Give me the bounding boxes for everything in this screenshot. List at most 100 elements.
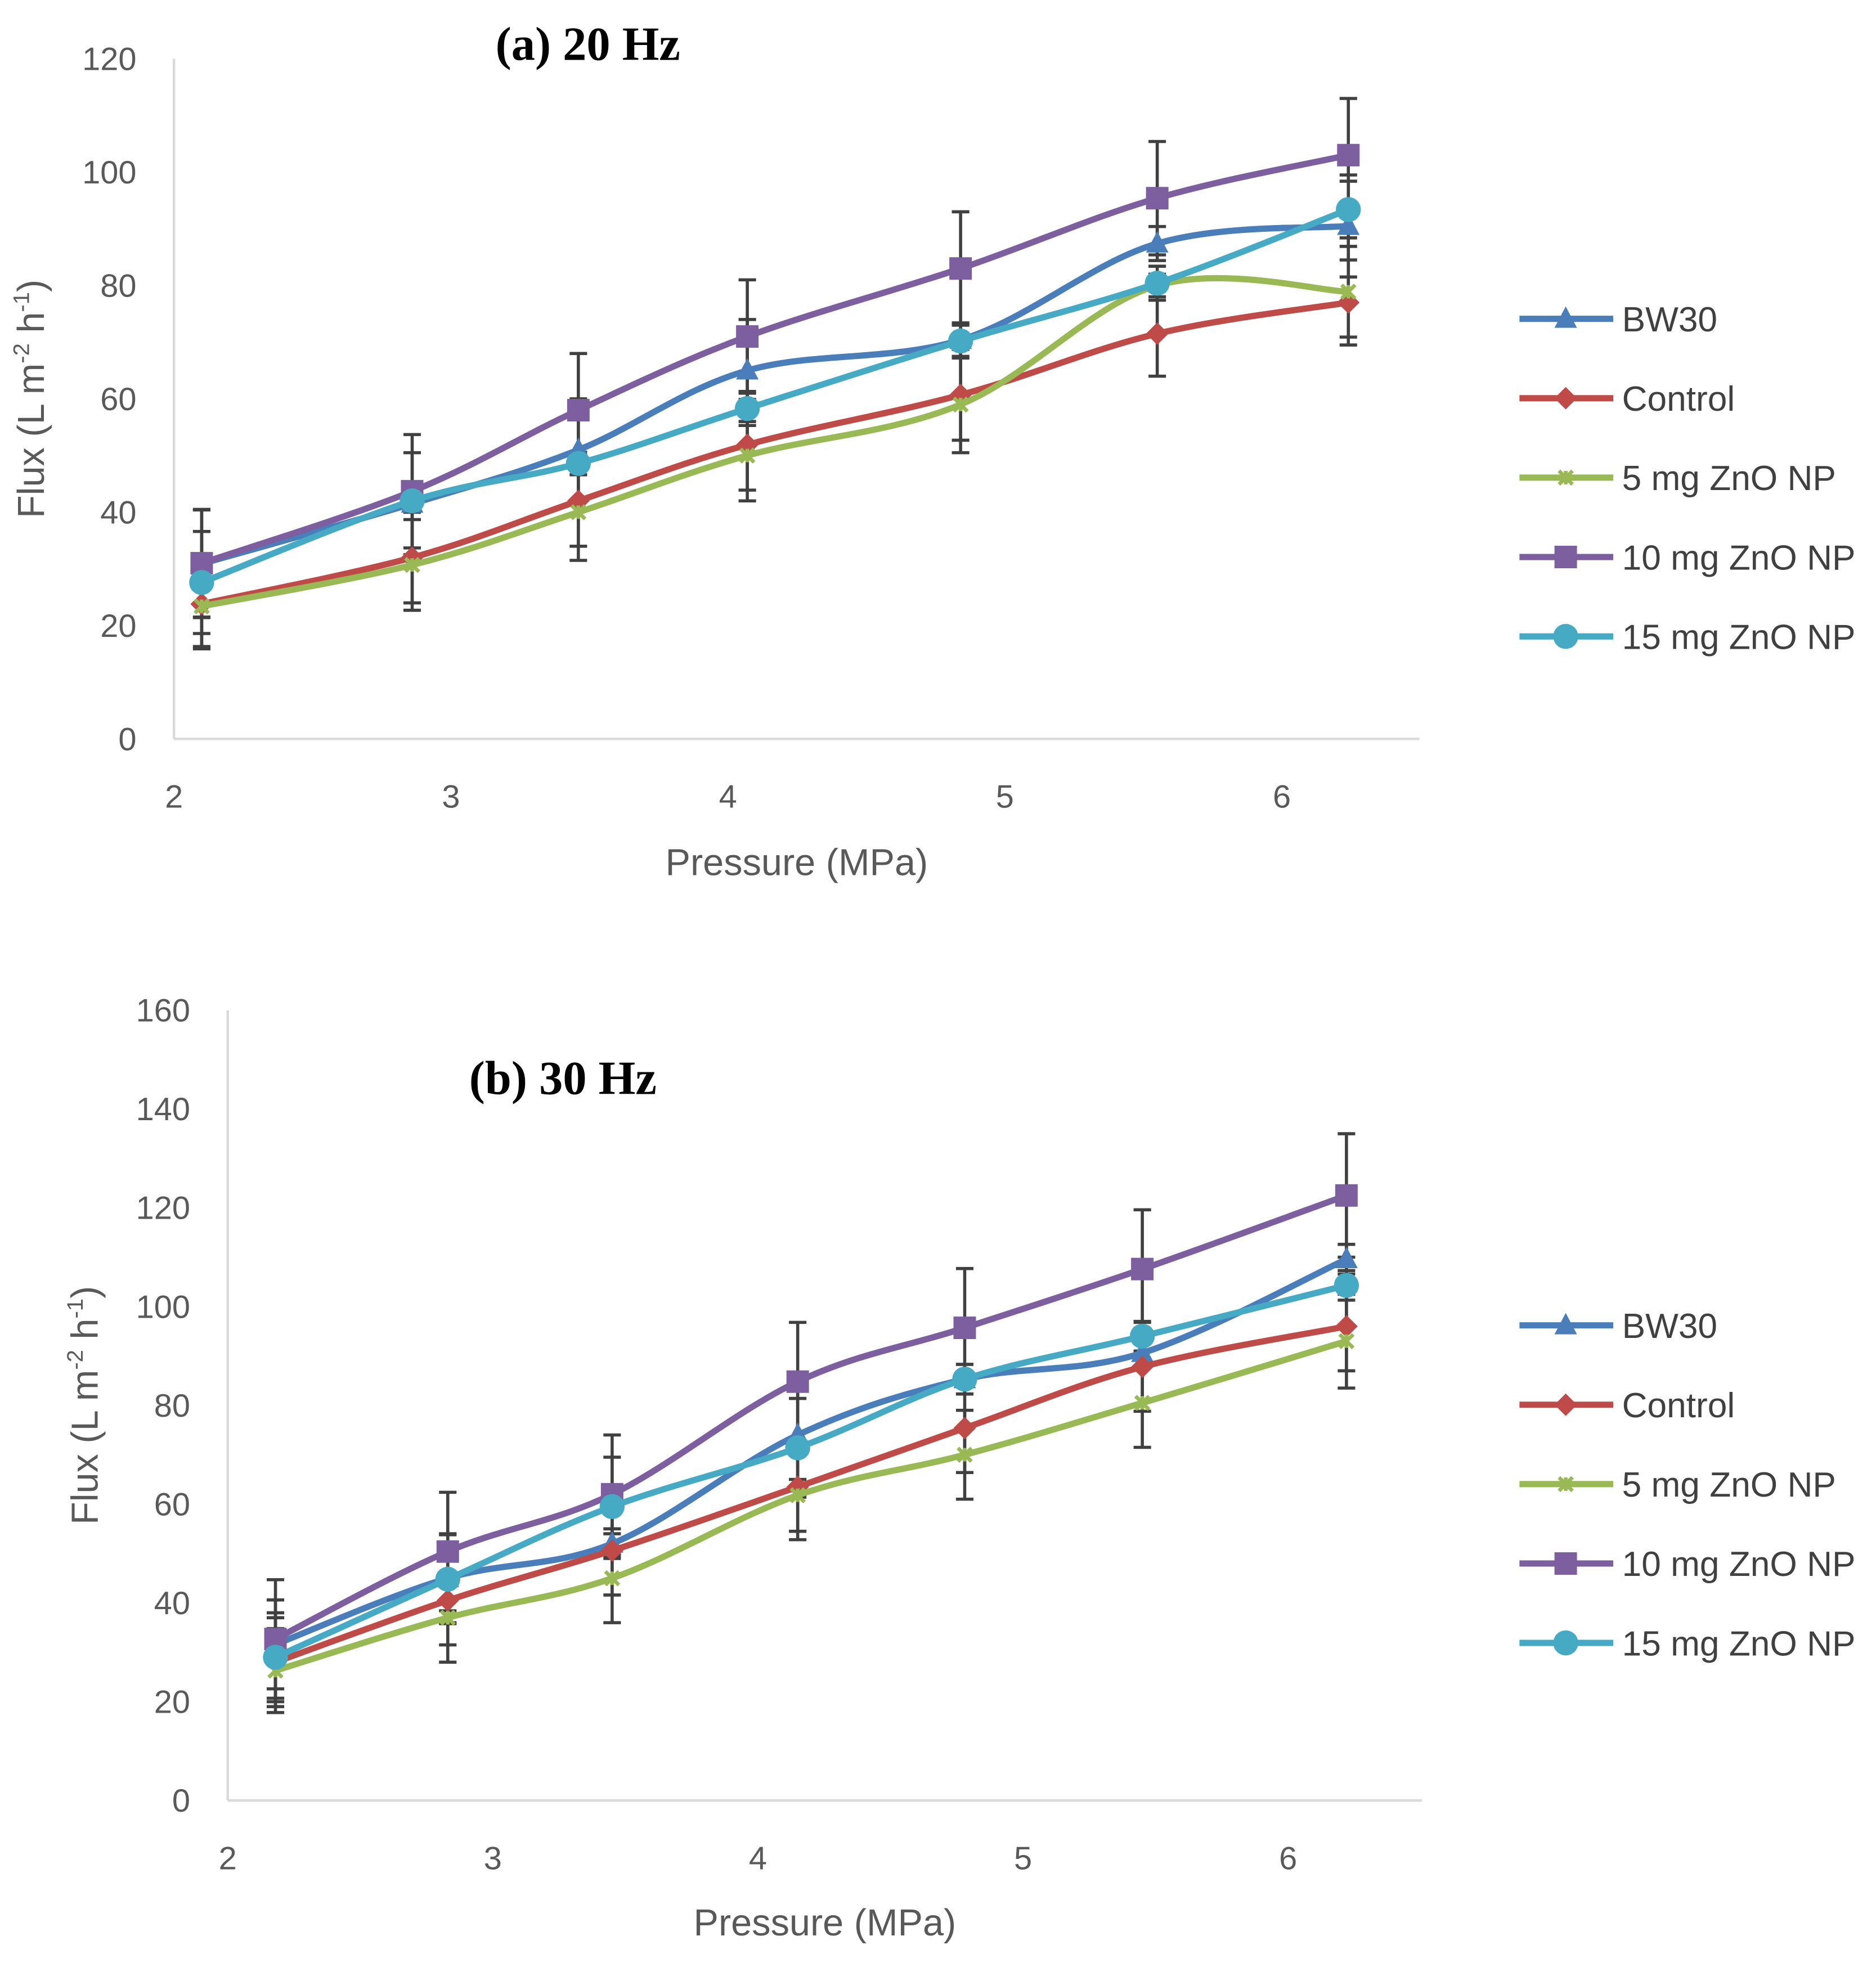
circle-marker [1336, 197, 1361, 222]
y-tick-label: 60 [154, 1486, 190, 1522]
y-tick-label: 80 [100, 268, 136, 304]
legend-entry: Control [1519, 380, 1735, 419]
series-control [190, 291, 1360, 616]
diamond-marker [953, 1417, 976, 1440]
circle-marker [952, 1367, 977, 1392]
diamond-marker [1146, 322, 1169, 345]
y-tick-label: 120 [82, 41, 136, 77]
legend-entry: 5 mg ZnO NP [1519, 1466, 1836, 1504]
series-10-mg-zno-np [264, 1184, 1358, 1651]
circle-marker [263, 1645, 288, 1670]
circle-marker [599, 1494, 625, 1520]
triangle-marker [1554, 306, 1577, 328]
legend-label: BW30 [1622, 1307, 1717, 1346]
square-marker [949, 257, 972, 280]
legend-label: 10 mg ZnO NP [1622, 1545, 1856, 1584]
square-marker [1131, 1257, 1154, 1281]
star-marker [739, 447, 756, 464]
circle-marker [734, 396, 760, 421]
y-axis-label-part: Flux (L m [11, 363, 52, 518]
y-axis-label-part: Flux (L m [65, 1370, 106, 1525]
series-15-mg-zno-np [189, 197, 1361, 595]
y-tick-label: 40 [154, 1585, 190, 1621]
star-marker [194, 598, 210, 614]
circle-marker [566, 451, 591, 476]
diamond-marker [1554, 1393, 1577, 1416]
square-marker [1337, 143, 1360, 167]
circle-marker [1129, 1323, 1155, 1349]
diamond-marker [1335, 1315, 1358, 1338]
circle-marker [435, 1566, 460, 1592]
y-axis-label-part: -2 [63, 1350, 88, 1370]
x-tick-label: 4 [749, 1840, 767, 1876]
y-axis-label: Flux (L m-2 h-1) [63, 1286, 106, 1525]
chart-title: (b) 30 Hz [469, 1053, 657, 1105]
legend-entry: 15 mg ZnO NP [1519, 618, 1856, 657]
square-marker [786, 1370, 809, 1393]
legend-entry: 5 mg ZnO NP [1519, 459, 1836, 498]
chart-panel-0: 0 20 40 60 80 100 120 2 3 4 5 6 (a) 20 Hz Pressure (M… [9, 19, 1855, 884]
diamond-marker [600, 1539, 623, 1562]
series-line [200, 152, 1349, 567]
legend-label: BW30 [1622, 300, 1717, 339]
diamond-marker [436, 1589, 459, 1612]
square-marker [736, 325, 759, 348]
star-marker [404, 556, 420, 573]
y-tick-label: 0 [118, 721, 136, 757]
triangle-marker [1146, 231, 1169, 253]
square-marker [1146, 187, 1169, 210]
star-marker [439, 1609, 456, 1626]
legend-entry: 10 mg ZnO NP [1519, 1545, 1856, 1584]
star-marker [1558, 469, 1574, 486]
legend-label: 5 mg ZnO NP [1622, 459, 1836, 498]
star-marker [570, 504, 587, 520]
legend-label: 5 mg ZnO NP [1622, 1466, 1836, 1504]
series-15-mg-zno-np [263, 1273, 1359, 1670]
legend-label: 15 mg ZnO NP [1622, 618, 1856, 657]
x-tick-label: 2 [219, 1840, 237, 1876]
y-axis-label-part: ) [11, 280, 52, 292]
triangle-marker [1554, 1313, 1577, 1335]
y-axis-label-part: h [11, 312, 52, 344]
y-tick-label: 60 [100, 381, 136, 417]
legend-entry: 15 mg ZnO NP [1519, 1624, 1856, 1663]
series-line [200, 206, 1350, 586]
square-marker [436, 1540, 459, 1563]
star-marker [1558, 1476, 1574, 1493]
y-axis-label-part: -1 [63, 1299, 88, 1319]
square-marker [567, 399, 590, 422]
legend-entry: 10 mg ZnO NP [1519, 538, 1856, 577]
y-axis-label-part: -2 [9, 343, 34, 363]
y-axis-label: Flux (L m-2 h-1) [9, 280, 52, 518]
triangle-marker [1337, 213, 1360, 235]
legend-label: Control [1622, 1386, 1735, 1425]
series-bw30 [264, 1247, 1358, 1654]
triangle-marker [1131, 1340, 1154, 1362]
series-line [274, 1192, 1348, 1642]
series-5-mg-zno-np [267, 1333, 1355, 1679]
legend-label: Control [1622, 380, 1735, 419]
y-tick-label: 40 [100, 495, 136, 531]
legend-entry: BW30 [1519, 1307, 1717, 1346]
square-marker [1554, 1552, 1577, 1575]
circle-marker [948, 328, 973, 354]
y-tick-label: 120 [136, 1191, 190, 1227]
chart-title: (a) 20 Hz [496, 19, 680, 71]
y-tick-label: 20 [154, 1685, 190, 1721]
star-marker [604, 1570, 621, 1587]
circle-marker [400, 488, 425, 514]
circle-marker [1553, 1630, 1578, 1656]
x-axis-label: Pressure (MPa) [694, 1902, 957, 1944]
x-tick-label: 4 [719, 779, 737, 815]
y-axis-label-part: h [65, 1319, 106, 1350]
legend-entry: BW30 [1519, 300, 1717, 339]
legend-label: 10 mg ZnO NP [1622, 538, 1856, 577]
series-line [274, 1338, 1348, 1674]
y-axis-label-part: ) [65, 1286, 106, 1299]
x-tick-label: 3 [442, 779, 460, 815]
y-tick-label: 100 [82, 155, 136, 191]
circle-marker [1553, 623, 1578, 649]
y-axis-label-part: -1 [9, 292, 34, 312]
y-tick-label: 100 [136, 1289, 190, 1325]
